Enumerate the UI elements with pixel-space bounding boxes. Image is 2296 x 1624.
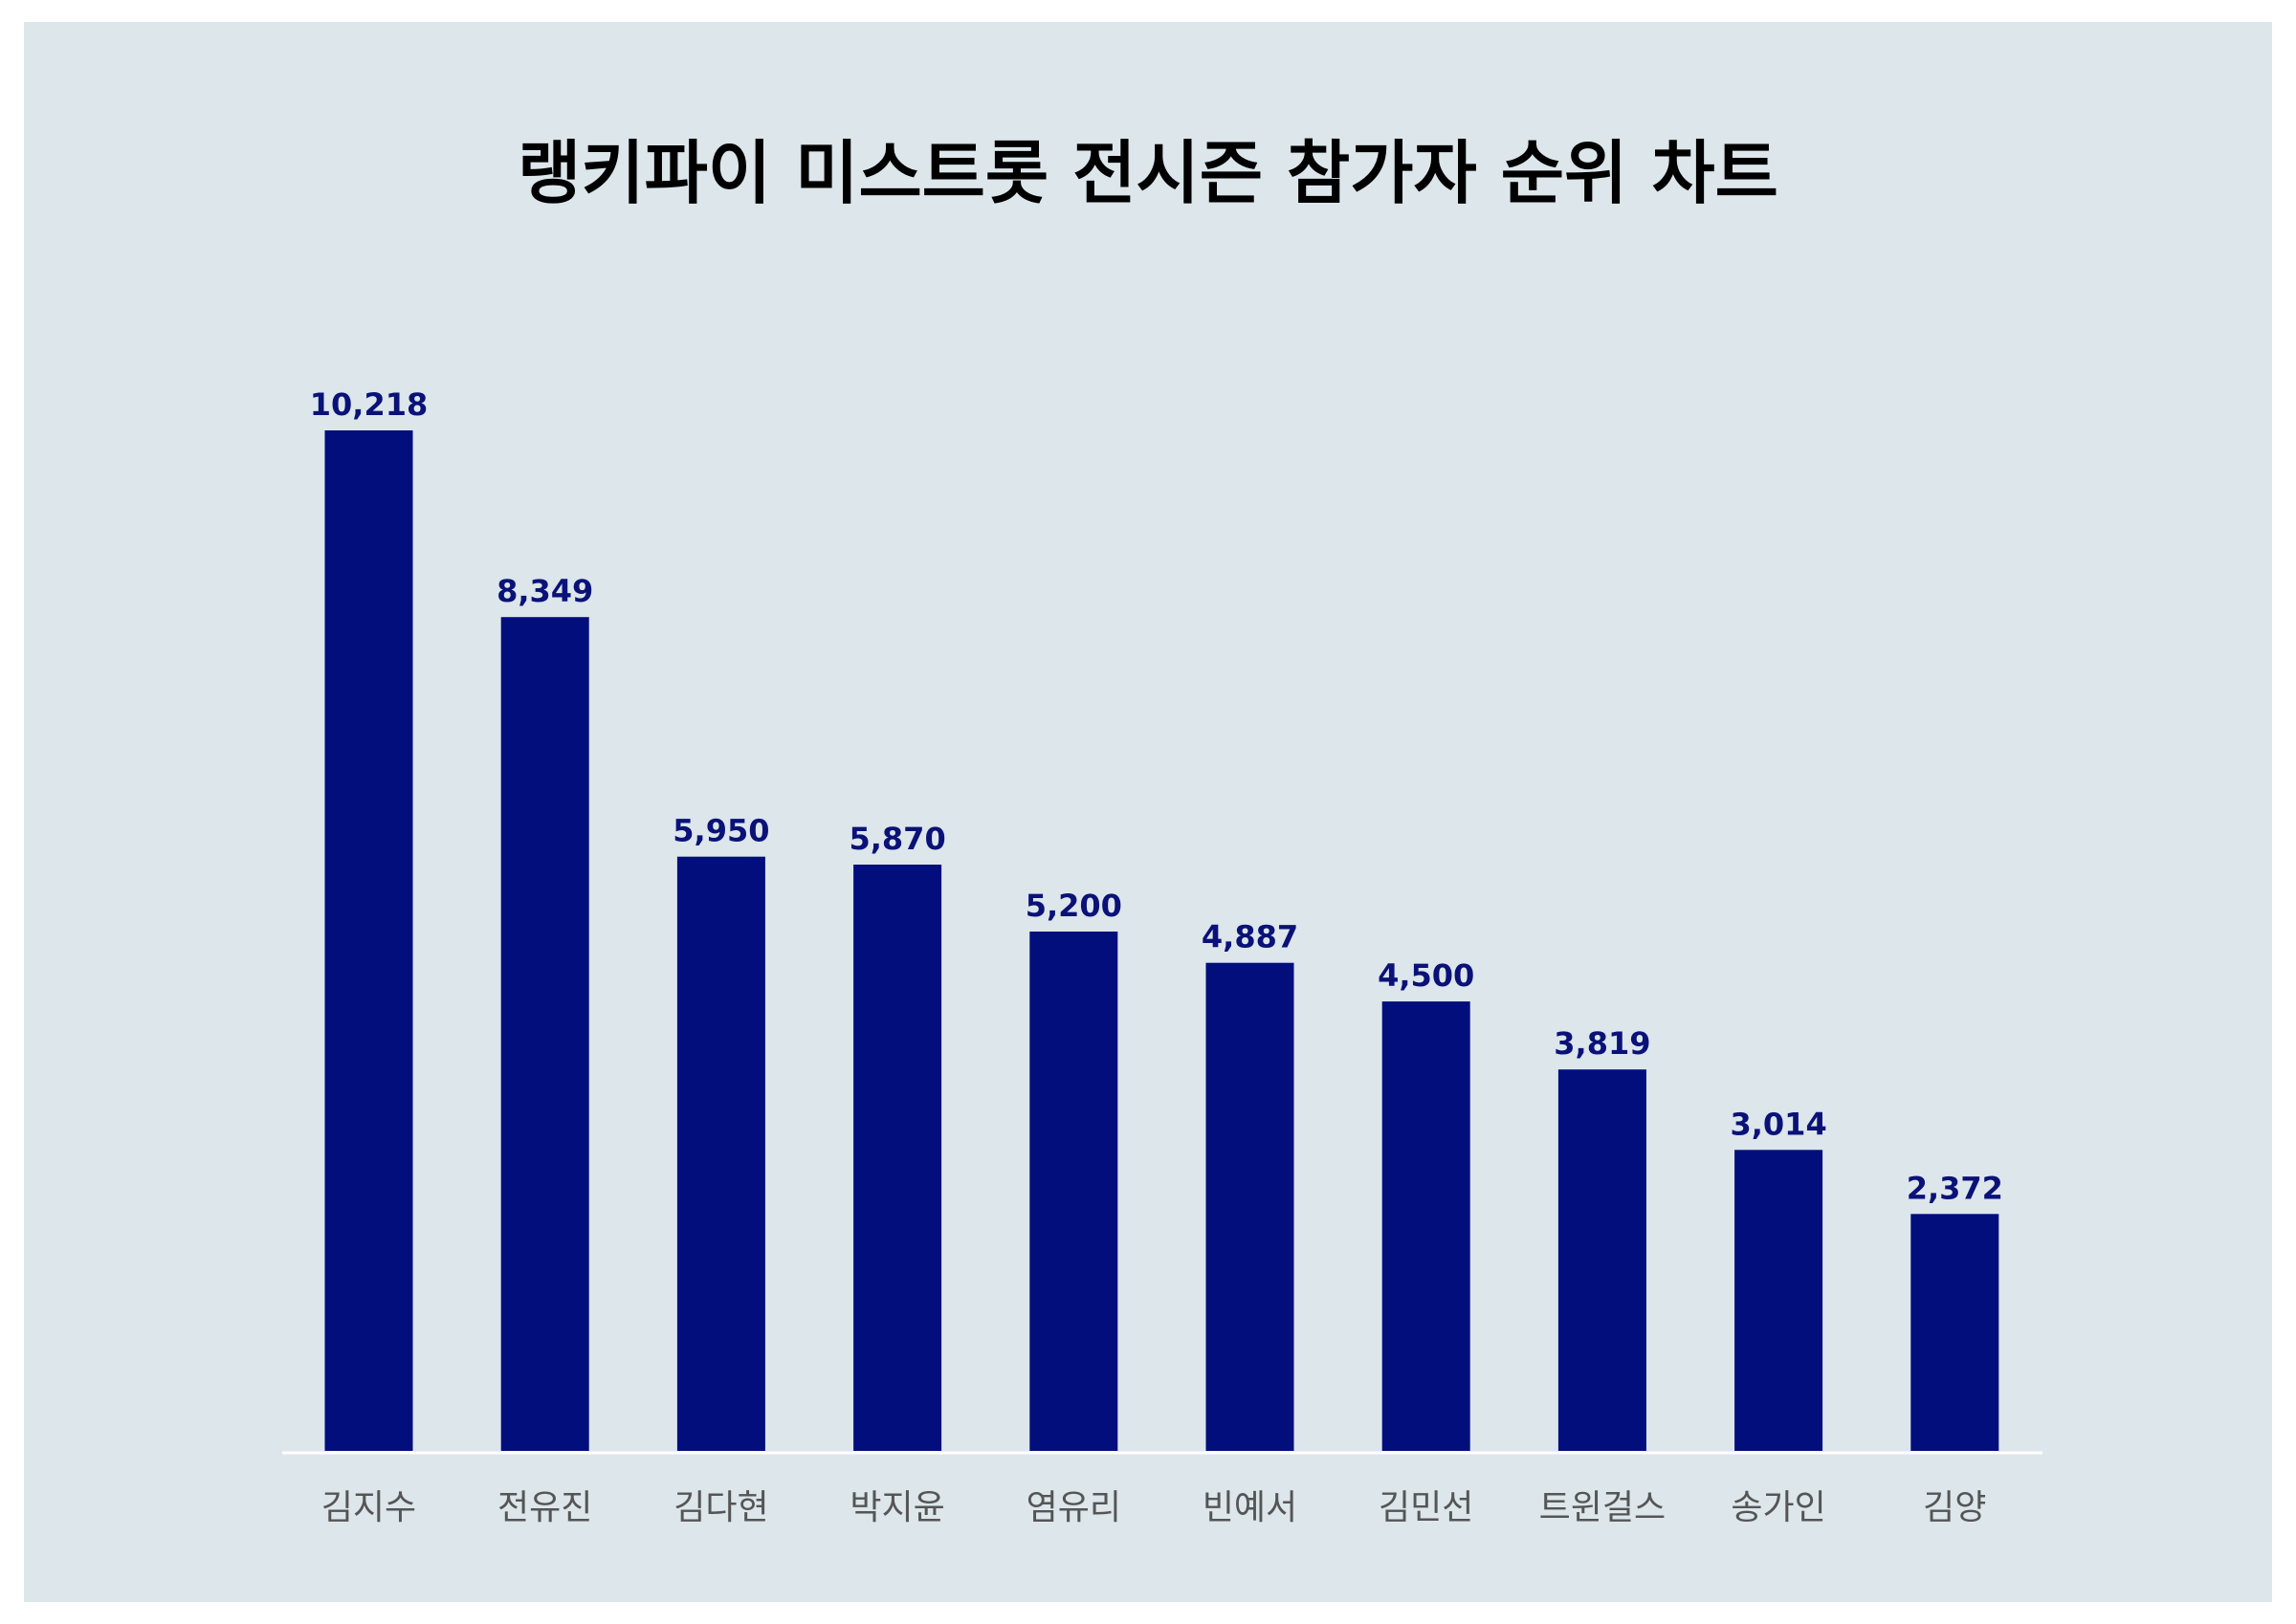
category-label-3: 김다현	[673, 1488, 768, 1527]
value-label-7: 4,500	[1378, 957, 1474, 994]
bar-8	[1557, 1069, 1646, 1451]
bar-2	[500, 617, 589, 1451]
category-label-7: 김민선	[1379, 1488, 1473, 1527]
value-label-10: 2,372	[1907, 1170, 2003, 1206]
value-label-5: 5,200	[1026, 888, 1122, 924]
chart-title: 랭키파이 미스트롯 전시즌 참가자 순위 차트	[518, 133, 1778, 213]
bar-10	[1910, 1214, 1999, 1451]
value-label-3: 5,950	[673, 813, 769, 849]
bar-7	[1381, 1001, 1470, 1451]
category-label-10: 김양	[1923, 1488, 1986, 1527]
bar-1	[324, 430, 413, 1451]
category-label-4: 박지윤	[850, 1488, 944, 1527]
category-label-1: 김지수	[321, 1488, 416, 1527]
category-label-2: 전유진	[497, 1488, 592, 1527]
bar-4	[853, 865, 942, 1451]
value-label-8: 3,819	[1554, 1025, 1650, 1062]
bar-6	[1205, 962, 1294, 1451]
category-label-9: 송가인	[1731, 1488, 1825, 1527]
value-label-6: 4,887	[1202, 919, 1298, 955]
value-label-4: 5,870	[849, 821, 945, 857]
category-label-5: 염유리	[1027, 1488, 1121, 1527]
category-label-8: 트윈걸스	[1539, 1488, 1666, 1527]
category-label-6: 빈예서	[1203, 1488, 1297, 1527]
value-label-2: 8,349	[497, 573, 593, 609]
value-label-1: 10,218	[310, 386, 428, 423]
bar-5	[1029, 932, 1118, 1451]
bar-3	[676, 856, 765, 1451]
value-label-9: 3,014	[1730, 1106, 1826, 1142]
bar-9	[1734, 1150, 1823, 1451]
